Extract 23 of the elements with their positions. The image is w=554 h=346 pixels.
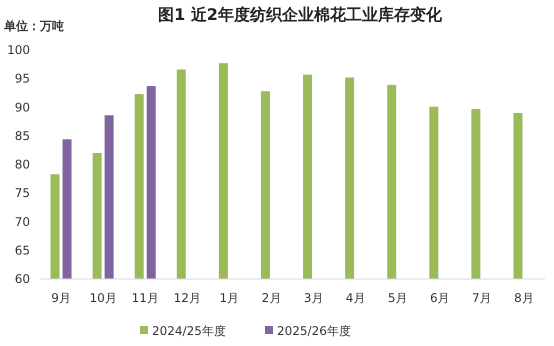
y-tick-label: 95: [14, 72, 30, 86]
x-tick-label: 6月: [430, 291, 450, 305]
x-tick-label: 2月: [262, 291, 282, 305]
y-tick-label: 85: [14, 128, 30, 143]
x-tick-label: 12月: [174, 291, 201, 305]
x-tick-label: 10月: [89, 291, 117, 305]
y-tick-label: 100: [7, 43, 30, 57]
x-tick-label: 4月: [346, 291, 366, 305]
y-tick-label: 75: [14, 186, 30, 200]
x-tick-label: 3月: [304, 291, 324, 305]
y-tick-label: 90: [14, 100, 30, 114]
y-tick-label: 80: [14, 158, 30, 172]
y-axis-title: 单位：万吨: [3, 19, 64, 33]
x-tick-label: 7月: [472, 291, 492, 305]
x-tick-label: 1月: [220, 291, 240, 305]
y-tick-label: 65: [14, 243, 30, 258]
y-tick-label: 60: [14, 272, 30, 286]
y-tick-label: 70: [14, 214, 30, 229]
x-tick-label: 11月: [132, 291, 159, 305]
chart-title: 图1 近2年度纺织企业棉花工业库存变化: [158, 5, 443, 24]
x-tick-label: 9月: [51, 291, 71, 305]
x-tick-label: 5月: [388, 291, 408, 305]
x-tick-label: 8月: [514, 291, 534, 305]
